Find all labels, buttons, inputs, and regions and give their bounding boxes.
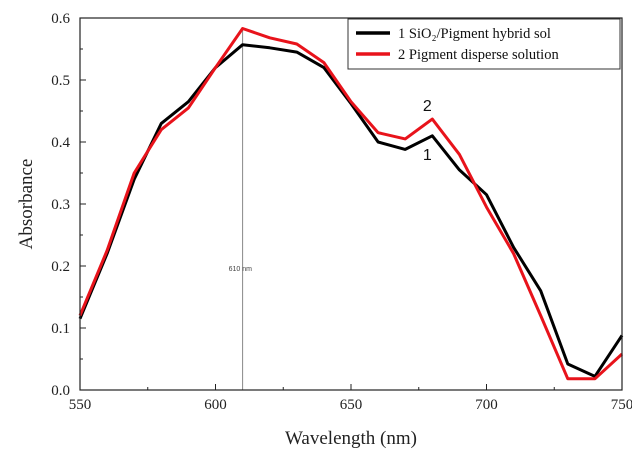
legend-box xyxy=(347,18,621,70)
y-tick-label: 0.3 xyxy=(51,197,70,213)
curve-label-2: 2 xyxy=(423,98,432,115)
marker-label-0: 610 nm xyxy=(229,266,253,273)
x-tick-label: 750 xyxy=(611,397,632,413)
y-tick-label: 0.0 xyxy=(51,383,70,399)
x-axis-title: Wavelength (nm) xyxy=(285,428,417,449)
y-axis: 0.0 0.1 0.2 0.3 0.4 0.5 0.6 xyxy=(51,11,86,399)
curve-label-1: 1 xyxy=(423,147,432,164)
series-layer: 12 xyxy=(78,27,624,381)
legend-label-2: 2 Pigment disperse solution xyxy=(398,47,559,63)
legend: 1 SiO₂/Pigment hybrid sol 2 Pigment dispe… xyxy=(347,18,621,70)
y-tick-label: 0.5 xyxy=(51,73,70,89)
y-tick-label: 0.4 xyxy=(51,135,70,151)
y-axis-title: Absorbance xyxy=(16,159,37,250)
plot-background xyxy=(80,18,622,390)
x-tick-label: 700 xyxy=(475,397,498,413)
y-tick-label: 0.2 xyxy=(51,259,70,275)
x-tick-label: 650 xyxy=(340,397,363,413)
y-tick-label: 0.1 xyxy=(51,321,70,337)
y-tick-label: 0.6 xyxy=(51,11,70,27)
legend-label-1: 1 SiO₂/Pigment hybrid sol xyxy=(398,26,551,42)
x-axis: 550 600 650 700 750 xyxy=(69,384,632,413)
x-tick-label: 600 xyxy=(204,397,227,413)
annotation-layer: 610 nm xyxy=(229,28,253,390)
x-tick-label: 550 xyxy=(69,397,92,413)
